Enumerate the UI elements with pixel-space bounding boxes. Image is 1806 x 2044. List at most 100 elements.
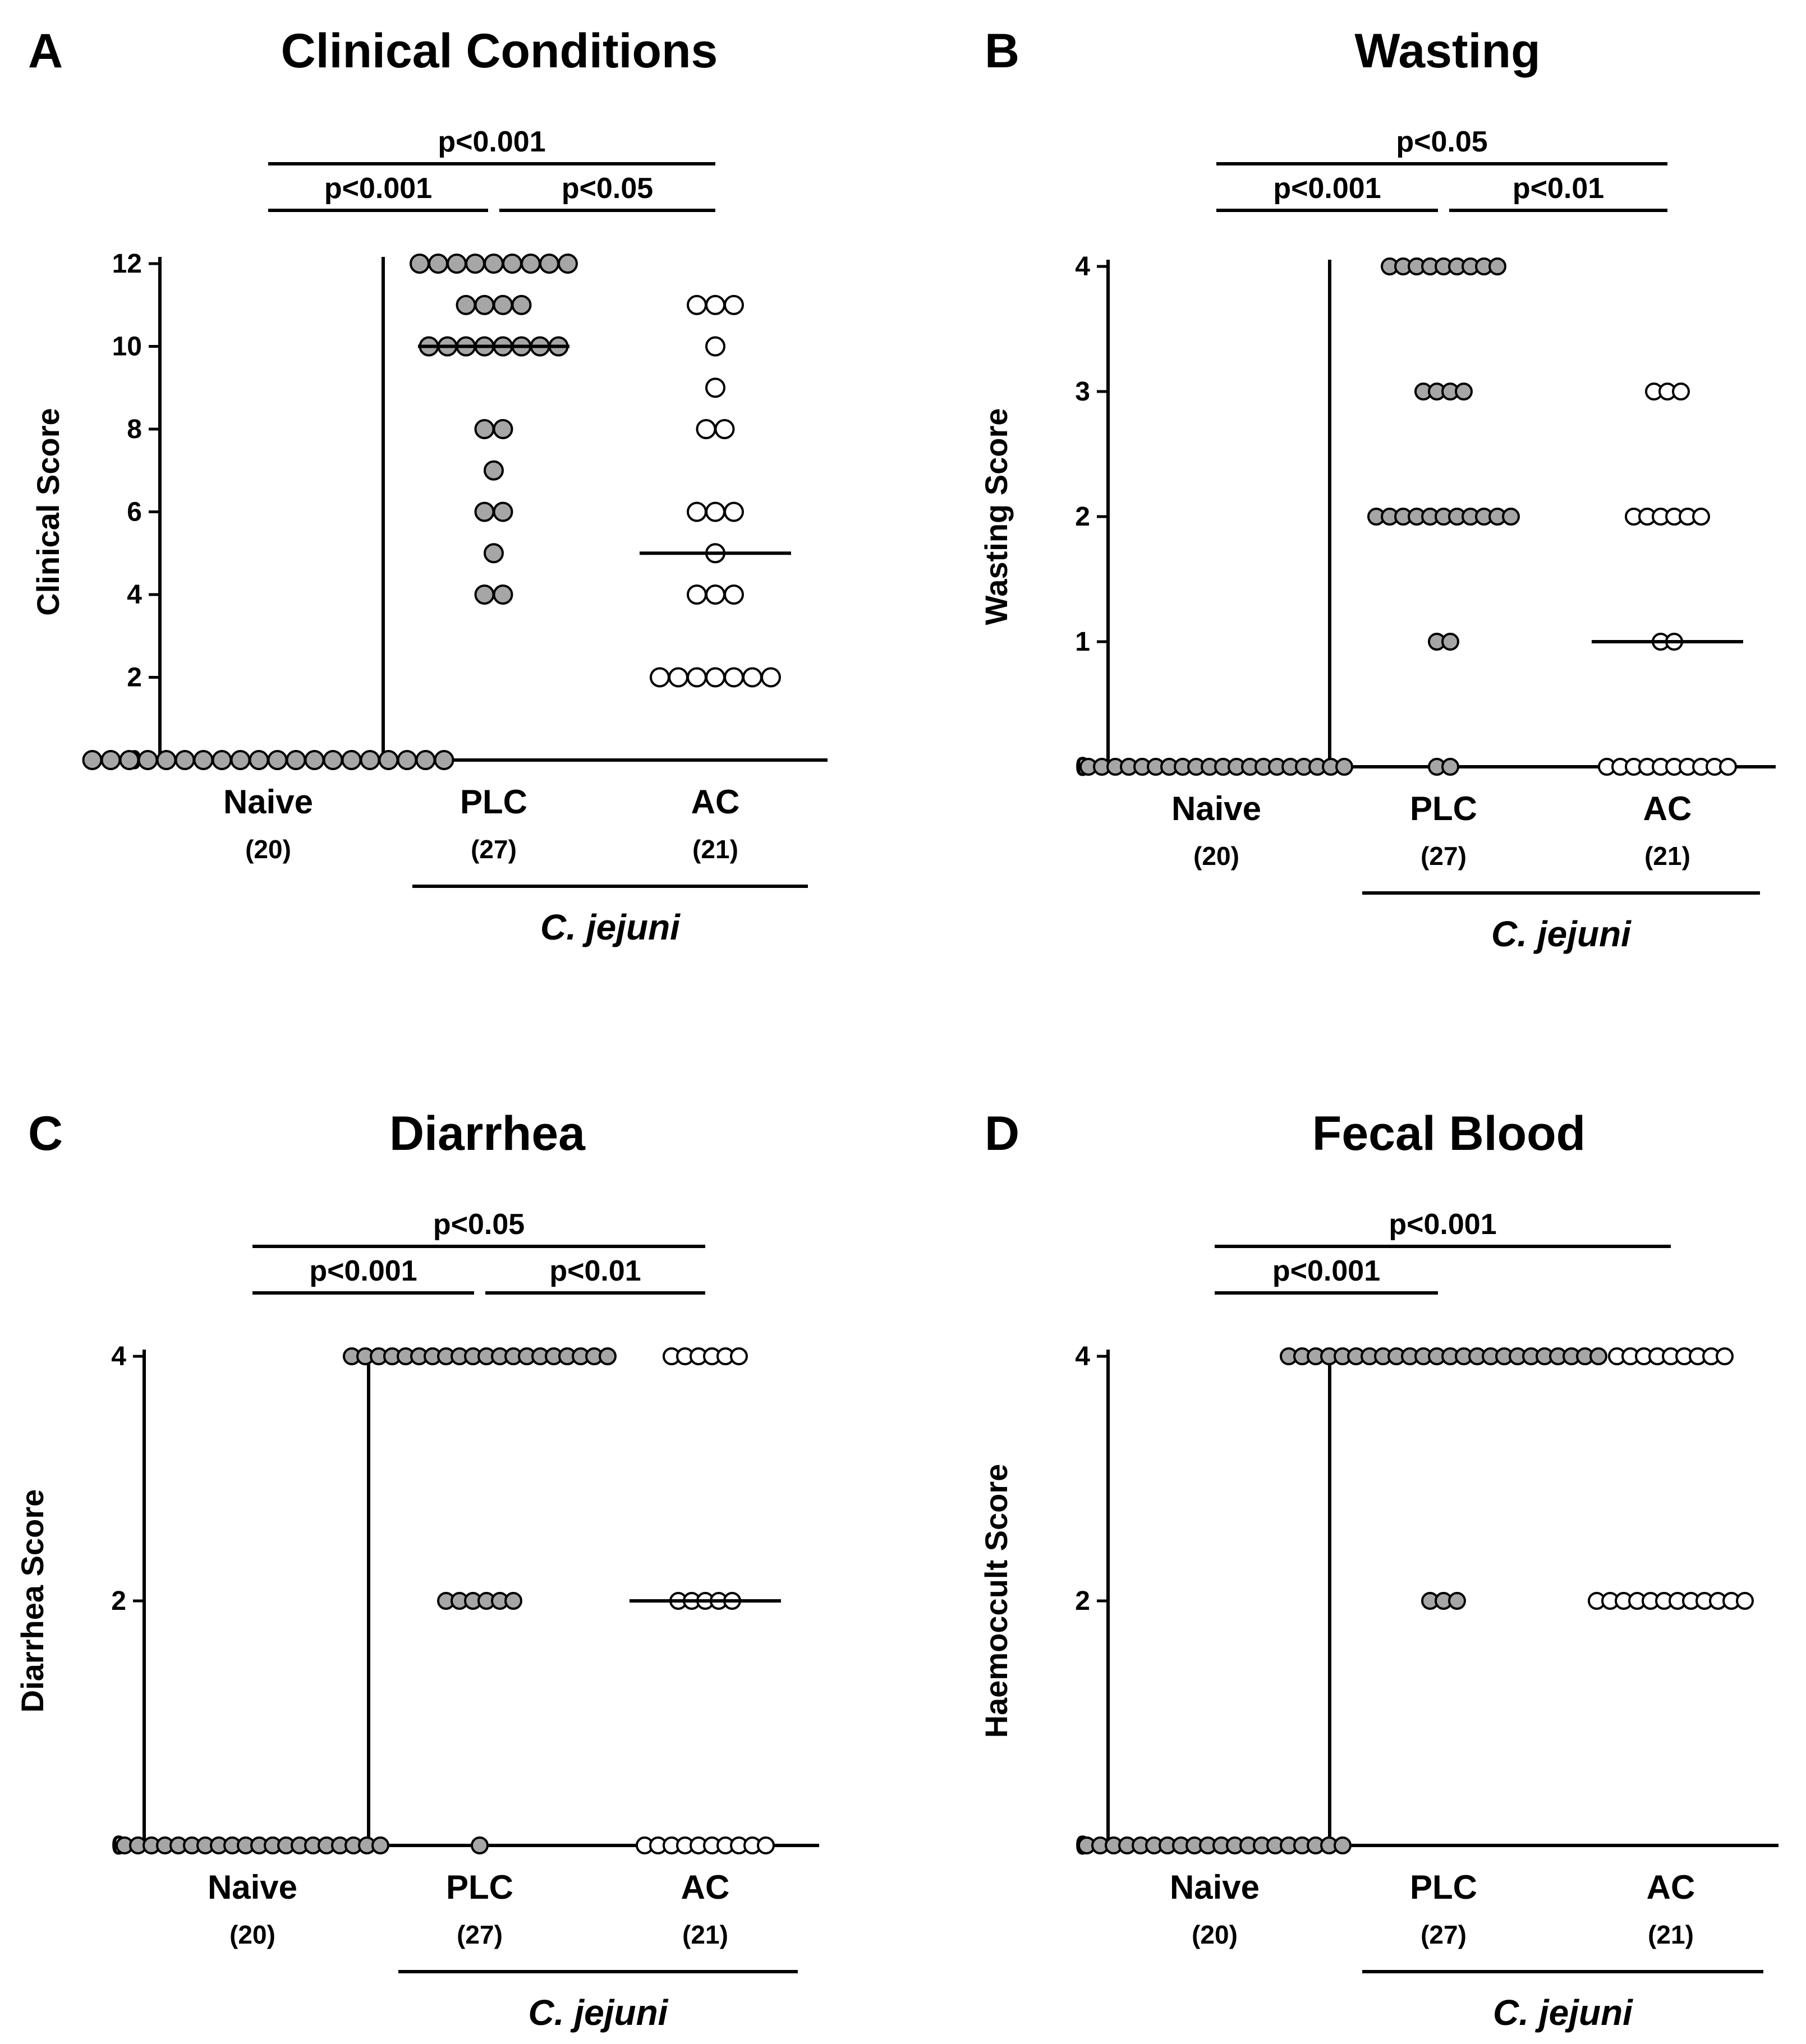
data-point-naive bbox=[212, 750, 232, 770]
p-value-label: p<0.001 bbox=[1389, 1208, 1496, 1241]
group-count: (27) bbox=[471, 835, 517, 864]
data-point-plc bbox=[465, 254, 485, 274]
data-point-ac bbox=[724, 584, 744, 605]
y-tick-label: 10 bbox=[112, 332, 142, 362]
y-tick-label: 8 bbox=[127, 415, 142, 444]
data-point-naive bbox=[397, 750, 417, 770]
group-count: (20) bbox=[229, 1920, 275, 1949]
data-point-plc bbox=[493, 501, 513, 522]
data-point-plc bbox=[474, 584, 495, 605]
group-count: (27) bbox=[1421, 841, 1467, 871]
data-point-ac bbox=[650, 667, 670, 688]
y-tick-label: 4 bbox=[127, 580, 142, 610]
panel-title: Diarrhea bbox=[389, 1107, 586, 1161]
y-tick-label: 2 bbox=[1075, 502, 1090, 532]
data-point-naive bbox=[230, 750, 251, 770]
p-value-label: p<0.05 bbox=[433, 1208, 525, 1241]
group-count: (21) bbox=[1644, 841, 1690, 871]
data-point-ac bbox=[705, 501, 725, 522]
data-point-ac bbox=[687, 294, 707, 315]
x-category-label: AC bbox=[681, 1868, 730, 1906]
panel-title: Wasting bbox=[1354, 24, 1540, 78]
group-count: (21) bbox=[1648, 1920, 1694, 1949]
data-point-plc bbox=[493, 584, 513, 605]
data-point-plc bbox=[1455, 383, 1473, 400]
x-category-label: Naive bbox=[1170, 1868, 1260, 1906]
data-point-naive bbox=[323, 750, 343, 770]
data-point-naive bbox=[267, 750, 288, 770]
x-category-label: AC bbox=[691, 783, 740, 821]
group-count: (20) bbox=[245, 835, 291, 864]
group-count: (20) bbox=[1193, 841, 1239, 871]
data-point-plc bbox=[1589, 1347, 1607, 1365]
data-point-plc bbox=[493, 294, 513, 315]
x-category-label: PLC bbox=[1410, 790, 1477, 827]
data-point-plc bbox=[539, 254, 559, 274]
group-count: (20) bbox=[1192, 1920, 1238, 1949]
y-axis-label: Wasting Score bbox=[978, 408, 1014, 625]
p-value-label: p<0.001 bbox=[324, 172, 432, 205]
y-tick-label: 12 bbox=[112, 249, 142, 279]
species-label: C. jejuni bbox=[529, 1992, 669, 2033]
p-value-label: p<0.001 bbox=[1272, 1255, 1380, 1287]
data-point-naive bbox=[304, 750, 325, 770]
data-point-plc bbox=[1448, 1592, 1466, 1610]
species-label: C. jejuni bbox=[1493, 1992, 1633, 2033]
x-category-label: Naive bbox=[1171, 790, 1261, 827]
data-point-ac bbox=[1672, 383, 1690, 400]
data-point-naive bbox=[193, 750, 214, 770]
data-point-naive bbox=[415, 750, 436, 770]
data-point-naive bbox=[82, 750, 103, 770]
data-point-ac bbox=[742, 667, 762, 688]
data-point-plc bbox=[599, 1347, 617, 1365]
data-point-plc bbox=[504, 1592, 522, 1610]
group-count: (21) bbox=[682, 1920, 728, 1949]
data-point-ac bbox=[724, 667, 744, 688]
p-value-label: p<0.01 bbox=[1513, 172, 1604, 205]
x-category-label: PLC bbox=[446, 1868, 513, 1906]
data-point-ac bbox=[1692, 508, 1710, 526]
data-point-ac bbox=[687, 501, 707, 522]
data-point-ac bbox=[696, 419, 716, 439]
species-label: C. jejuni bbox=[1491, 914, 1632, 954]
data-point-plc bbox=[456, 294, 476, 315]
data-point-ac bbox=[668, 667, 688, 688]
data-point-plc bbox=[484, 460, 504, 481]
data-point-plc bbox=[410, 254, 430, 274]
data-point-plc bbox=[1441, 758, 1459, 776]
data-point-plc bbox=[493, 419, 513, 439]
panel-letter: C bbox=[28, 1107, 63, 1161]
data-point-ac bbox=[730, 1347, 748, 1365]
data-point-naive bbox=[137, 750, 158, 770]
data-point-naive bbox=[174, 750, 195, 770]
y-tick-label: 3 bbox=[1075, 377, 1090, 407]
data-point-plc bbox=[502, 254, 522, 274]
data-point-plc bbox=[558, 254, 578, 274]
data-point-ac bbox=[1736, 1592, 1754, 1610]
x-category-label: PLC bbox=[460, 783, 527, 821]
y-tick-label: 2 bbox=[127, 663, 142, 693]
x-category-label: Naive bbox=[223, 783, 313, 821]
x-category-label: AC bbox=[1643, 790, 1692, 827]
data-point-plc bbox=[428, 254, 448, 274]
data-point-ac bbox=[724, 501, 744, 522]
group-count: (27) bbox=[1421, 1920, 1467, 1949]
panel-letter: D bbox=[985, 1107, 1019, 1161]
y-tick-label: 4 bbox=[1075, 252, 1090, 282]
x-category-label: PLC bbox=[1410, 1868, 1477, 1906]
data-point-ac bbox=[714, 419, 735, 439]
data-point-naive bbox=[371, 1836, 389, 1854]
data-point-naive bbox=[1334, 1836, 1352, 1854]
data-point-ac bbox=[687, 667, 707, 688]
y-tick-label: 4 bbox=[1075, 1342, 1090, 1371]
y-axis-label: Clinical Score bbox=[30, 408, 66, 615]
y-tick-label: 4 bbox=[111, 1342, 126, 1371]
data-point-ac bbox=[705, 378, 725, 398]
y-tick-label: 2 bbox=[111, 1586, 126, 1616]
data-point-plc bbox=[484, 254, 504, 274]
y-axis-label: Haemoccult Score bbox=[978, 1464, 1014, 1738]
